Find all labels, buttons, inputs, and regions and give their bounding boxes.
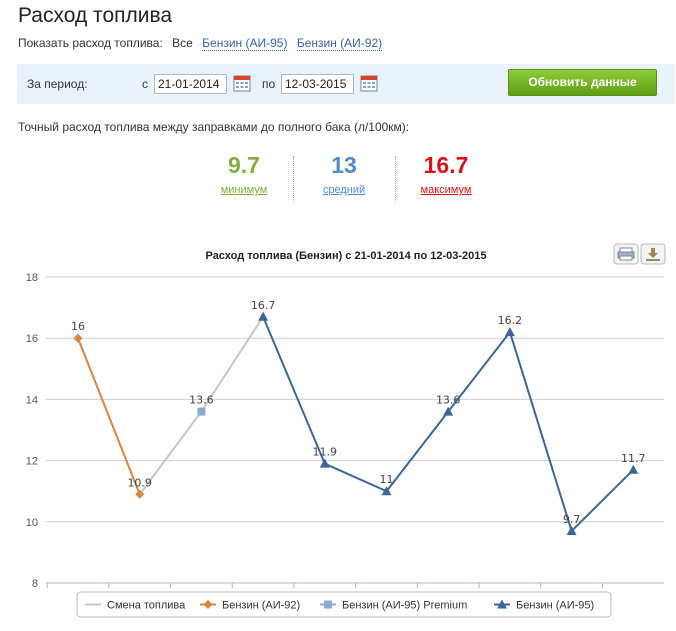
- fuel-filter-label: Показать расход топлива:: [18, 36, 163, 50]
- stat-minimum-link[interactable]: минимум: [220, 184, 268, 196]
- fuel-filter: Показать расход топлива: Все Бензин (АИ-…: [18, 36, 388, 51]
- legend-item[interactable]: Смена топлива: [85, 600, 186, 612]
- period-bar: За период: с по Обновить данные: [17, 64, 675, 104]
- data-point: [319, 458, 330, 468]
- legend-label: Смена топлива: [107, 600, 186, 612]
- legend-item[interactable]: Бензин (АИ-95): [494, 599, 594, 612]
- filter-option-all[interactable]: Все: [172, 36, 193, 50]
- to-label: по: [262, 77, 276, 91]
- period-label: За период:: [27, 77, 88, 91]
- data-label: 16.2: [498, 314, 523, 327]
- data-label: 11.9: [313, 446, 338, 459]
- data-label: 11.7: [621, 452, 646, 465]
- data-point: [73, 333, 83, 343]
- calendar-icon[interactable]: [232, 73, 252, 93]
- stat-average: 13 средний: [294, 150, 394, 198]
- series-line-segment: [570, 469, 635, 532]
- series-line-segment: [385, 411, 449, 492]
- y-tick-label: 8: [32, 578, 38, 590]
- stat-maximum: 16.7 максимум: [396, 150, 496, 198]
- series-line-segment: [262, 316, 326, 465]
- y-tick-label: 16: [26, 333, 38, 345]
- refresh-data-button[interactable]: Обновить данные: [508, 69, 657, 96]
- data-point: [504, 327, 515, 337]
- stat-maximum-link[interactable]: максимум: [420, 184, 472, 196]
- data-point: [443, 406, 454, 416]
- data-point: [258, 311, 269, 321]
- stat-maximum-value: 16.7: [423, 152, 469, 178]
- data-point: [628, 464, 639, 474]
- chart-title: Расход топлива (Бензин) с 21-01-2014 по …: [206, 250, 487, 262]
- data-label: 13.6: [436, 394, 461, 407]
- legend-marker: [203, 600, 213, 609]
- series-line-segment: [508, 331, 573, 532]
- data-point: [381, 486, 392, 496]
- series-line-segment: [77, 337, 141, 495]
- legend-label: Бензин (АИ-95) Premium: [342, 600, 467, 612]
- stat-average-link[interactable]: средний: [322, 184, 366, 196]
- legend-marker: [497, 599, 507, 609]
- y-tick-label: 18: [26, 272, 38, 284]
- data-label: 11: [380, 473, 394, 486]
- legend-item[interactable]: Бензин (АИ-92): [200, 600, 300, 612]
- data-point: [566, 525, 577, 535]
- print-icon[interactable]: [613, 243, 639, 265]
- data-label: 13.6: [189, 394, 214, 407]
- y-tick-label: 14: [26, 394, 38, 406]
- page-title: Расход топлива: [18, 4, 173, 27]
- series-line-segment: [324, 462, 387, 493]
- data-label: 9.7: [563, 513, 581, 526]
- filter-option-ai95[interactable]: Бензин (АИ-95): [202, 36, 288, 51]
- date-to-input[interactable]: [281, 74, 354, 94]
- stat-divider: [293, 156, 294, 202]
- from-label: с: [142, 77, 148, 91]
- data-label: 10.9: [127, 476, 152, 489]
- data-point: [197, 407, 206, 416]
- data-label: 16: [71, 320, 85, 333]
- y-tick-label: 12: [26, 456, 38, 468]
- data-point: [135, 489, 145, 499]
- stat-divider: [395, 156, 396, 202]
- date-from-input[interactable]: [154, 74, 227, 94]
- data-label: 16.7: [251, 299, 276, 312]
- legend-item[interactable]: Бензин (АИ-95) Premium: [320, 600, 467, 612]
- chart-legend: [76, 591, 612, 618]
- series-line-segment: [447, 331, 511, 413]
- series-line-segment: [200, 316, 264, 413]
- y-tick-label: 10: [26, 517, 38, 529]
- download-icon[interactable]: [640, 243, 666, 265]
- legend-marker: [324, 600, 332, 609]
- stat-minimum-value: 9.7: [228, 152, 260, 178]
- stat-minimum: 9.7 минимум: [194, 150, 294, 198]
- stat-average-value: 13: [331, 152, 357, 178]
- fuel-chart: Расход топлива (Бензин) с 21-01-2014 по …: [0, 240, 676, 631]
- filter-option-ai92[interactable]: Бензин (АИ-92): [296, 36, 383, 51]
- series-line-segment: [138, 411, 203, 495]
- fuel-chart-svg: Расход топлива (Бензин) с 21-01-2014 по …: [26, 243, 666, 618]
- legend-label: Бензин (АИ-95): [516, 600, 594, 612]
- consumption-description: Точный расход топлива между заправками д…: [18, 120, 410, 134]
- calendar-icon[interactable]: [359, 73, 379, 93]
- legend-label: Бензин (АИ-92): [222, 600, 300, 612]
